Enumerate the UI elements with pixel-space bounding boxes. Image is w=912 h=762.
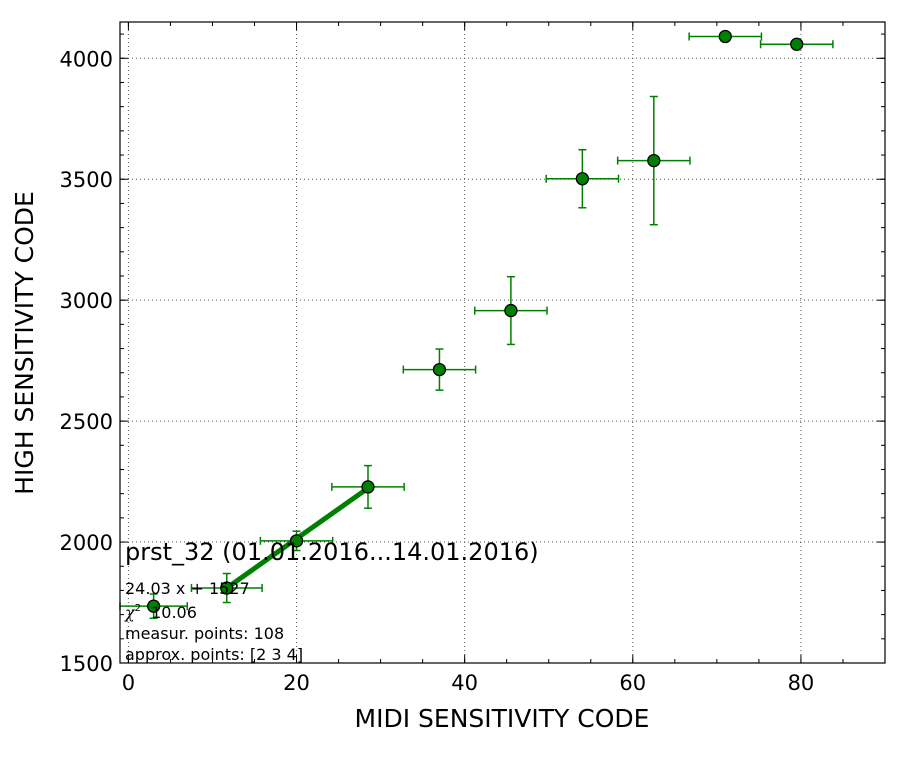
data-point-4: [361, 480, 375, 494]
data-point-6: [504, 303, 518, 318]
data-point-9: [718, 29, 732, 44]
y-tick-label: 2500: [60, 410, 113, 434]
chi-value: 10.06: [151, 603, 197, 622]
grid: [120, 22, 885, 663]
y-tick-label: 2000: [60, 531, 113, 555]
fit-equation: 24.03 x + 1527: [125, 579, 250, 598]
data-point-1: [146, 599, 161, 613]
x-tick-label: 0: [122, 671, 135, 695]
approx-points: approx. points: [2 3 4]: [125, 645, 303, 664]
chi-symbol: χ: [124, 603, 136, 622]
data-point-3: [289, 534, 304, 548]
x-tick-labels: 0 20 40 60 80: [122, 671, 815, 695]
chart-title: prst_32 (01.01.2016...14.01.2016): [125, 538, 539, 566]
y-tick-label: 3000: [60, 289, 113, 313]
chi-square: χ2 10.06: [124, 603, 197, 622]
y-tick-label: 4000: [60, 47, 113, 71]
x-tick-label: 80: [788, 671, 815, 695]
data-point-2: [220, 581, 234, 595]
chi-exponent: 2: [135, 603, 141, 614]
measured-points: measur. points: 108: [125, 624, 284, 643]
plot-background: [120, 22, 885, 663]
plot-frame: [119, 21, 886, 664]
y-axis-label: HIGH SENSITIVITY CODE: [10, 191, 39, 495]
x-axis-label: MIDI SENSITIVITY CODE: [355, 704, 650, 733]
markers: [146, 29, 804, 613]
x-tick-label: 40: [451, 671, 478, 695]
data-point-7: [575, 172, 590, 186]
data-point-10: [790, 37, 804, 51]
x-tick-label: 60: [619, 671, 646, 695]
y-tick-labels: 1500 2000 2500 3000 3500 4000: [60, 47, 113, 676]
data-point-8: [647, 153, 661, 168]
y-tick-label: 3500: [60, 168, 113, 192]
data-point-5: [432, 362, 447, 377]
x-tick-label: 20: [283, 671, 310, 695]
y-tick-label: 1500: [60, 652, 113, 676]
